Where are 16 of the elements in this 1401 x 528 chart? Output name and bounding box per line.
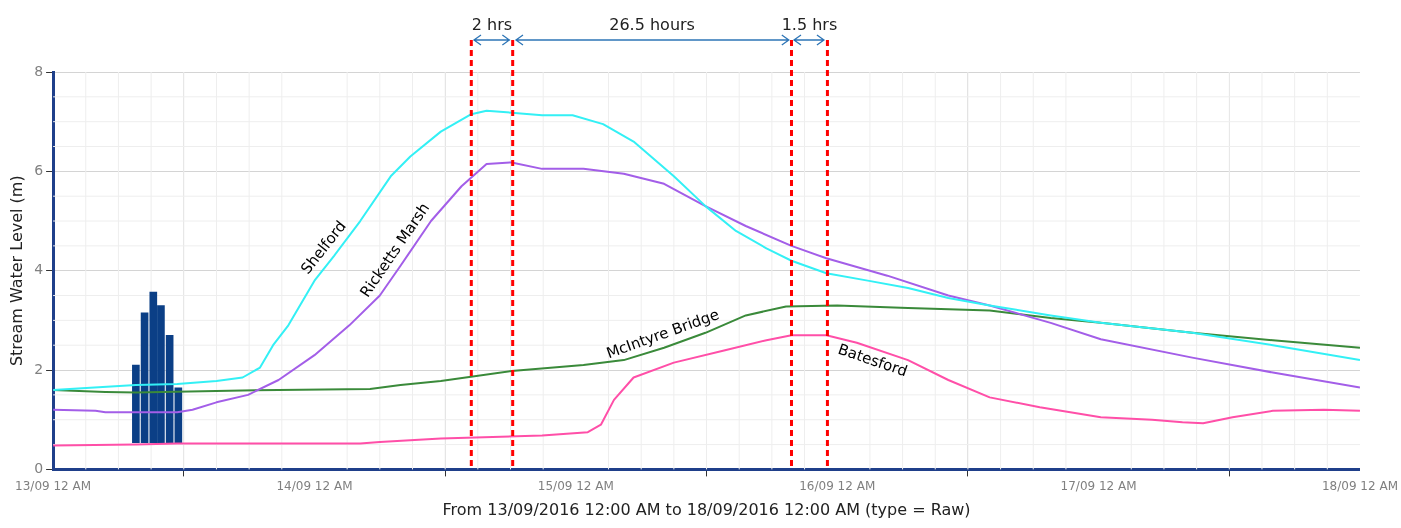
- text: 2 hrs: [471, 15, 513, 35]
- x-tick-label: 17/09 12 AM: [1060, 478, 1137, 493]
- x-axis-title: From 13/09/2016 12:00 AM to 18/09/2016 12:00 AM (type = Raw): [442, 499, 971, 519]
- y-tick-label: 2: [34, 360, 44, 377]
- y-tick-label: 6: [34, 161, 44, 178]
- y-tick-label: 0: [34, 460, 44, 477]
- x-tick-label: 14/09 12 AM: [276, 478, 353, 493]
- x-tick-label: 16/09 12 AM: [799, 478, 876, 493]
- y-tick-label: 8: [34, 62, 44, 79]
- y-tick-label: 4: [34, 261, 44, 278]
- y-axis-title: Stream Water Level (m): [6, 175, 26, 367]
- x-tick-label: 18/09 12 AM: [1321, 478, 1398, 493]
- text: 1.5 hrs: [781, 15, 838, 35]
- text: 26.5 hours: [609, 15, 695, 35]
- x-tick-label: 13/09 12 AM: [15, 478, 92, 493]
- x-tick-label: 15/09 12 AM: [537, 478, 614, 493]
